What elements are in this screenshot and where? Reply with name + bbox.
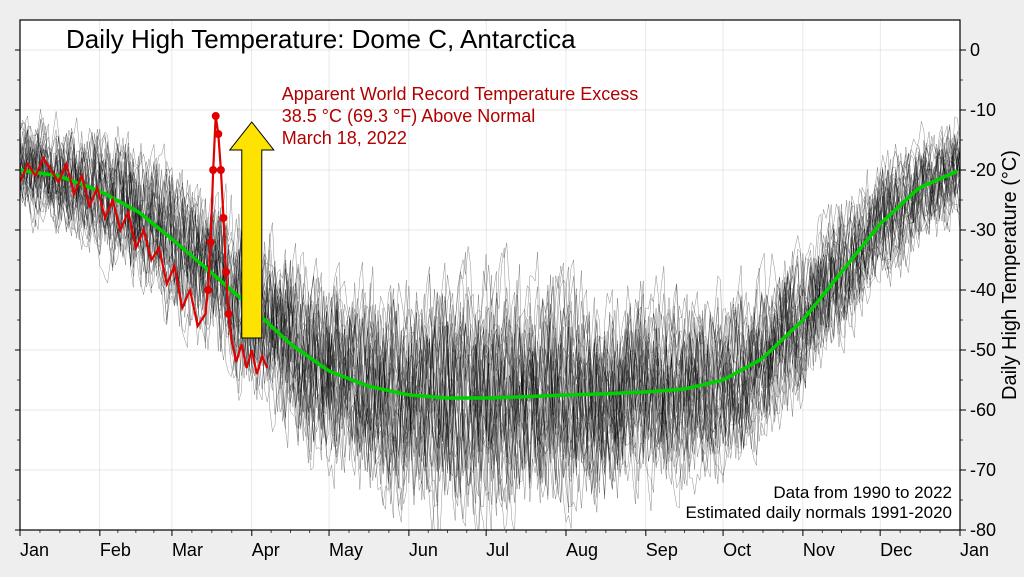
x-tick-label: Sep bbox=[646, 540, 678, 560]
x-tick-label: Jan bbox=[20, 540, 49, 560]
y-tick-label: -50 bbox=[970, 340, 996, 360]
x-tick-label: Apr bbox=[252, 540, 280, 560]
year-2022-marker bbox=[207, 239, 214, 246]
annotation-line: 38.5 °C (69.3 °F) Above Normal bbox=[282, 106, 536, 126]
annotation-line: March 18, 2022 bbox=[282, 128, 407, 148]
annotation-line: Apparent World Record Temperature Excess bbox=[282, 84, 639, 104]
x-tick-label: Aug bbox=[566, 540, 598, 560]
x-tick-label: Oct bbox=[723, 540, 751, 560]
year-2022-marker bbox=[223, 269, 230, 276]
x-tick-label: Nov bbox=[803, 540, 835, 560]
footnote: Data from 1990 to 2022 bbox=[773, 483, 952, 502]
x-tick-label: Jan bbox=[960, 540, 989, 560]
x-tick-label: May bbox=[329, 540, 363, 560]
y-tick-label: 0 bbox=[970, 40, 980, 60]
x-tick-label: Jun bbox=[409, 540, 438, 560]
y-tick-label: -20 bbox=[970, 160, 996, 180]
y-tick-label: -10 bbox=[970, 100, 996, 120]
y-tick-label: -30 bbox=[970, 220, 996, 240]
x-tick-label: Jul bbox=[486, 540, 509, 560]
y-tick-label: -60 bbox=[970, 400, 996, 420]
y-axis-label: Daily High Temperature (°C) bbox=[999, 150, 1021, 400]
y-tick-label: -80 bbox=[970, 520, 996, 540]
chart-container: Jan Feb Mar Apr May Jun Jul Aug Sep Oct Nov Dec Jan 0… bbox=[0, 0, 1024, 577]
year-2022-marker bbox=[225, 311, 232, 318]
year-2022-marker bbox=[217, 167, 224, 174]
temperature-chart: Jan Feb Mar Apr May Jun Jul Aug Sep Oct Nov Dec Jan 0… bbox=[0, 0, 1024, 577]
footnote: Estimated daily normals 1991-2020 bbox=[686, 503, 952, 522]
year-2022-marker bbox=[215, 131, 222, 138]
chart-title: Daily High Temperature: Dome C, Antarcti… bbox=[66, 24, 576, 54]
x-tick-label: Feb bbox=[100, 540, 131, 560]
y-tick-label: -70 bbox=[970, 460, 996, 480]
year-2022-marker bbox=[220, 215, 227, 222]
year-2022-marker bbox=[210, 167, 217, 174]
x-tick-label: Mar bbox=[172, 540, 203, 560]
x-tick-label: Dec bbox=[880, 540, 912, 560]
year-2022-marker bbox=[205, 287, 212, 294]
y-tick-label: -40 bbox=[970, 280, 996, 300]
year-2022-marker bbox=[212, 113, 219, 120]
